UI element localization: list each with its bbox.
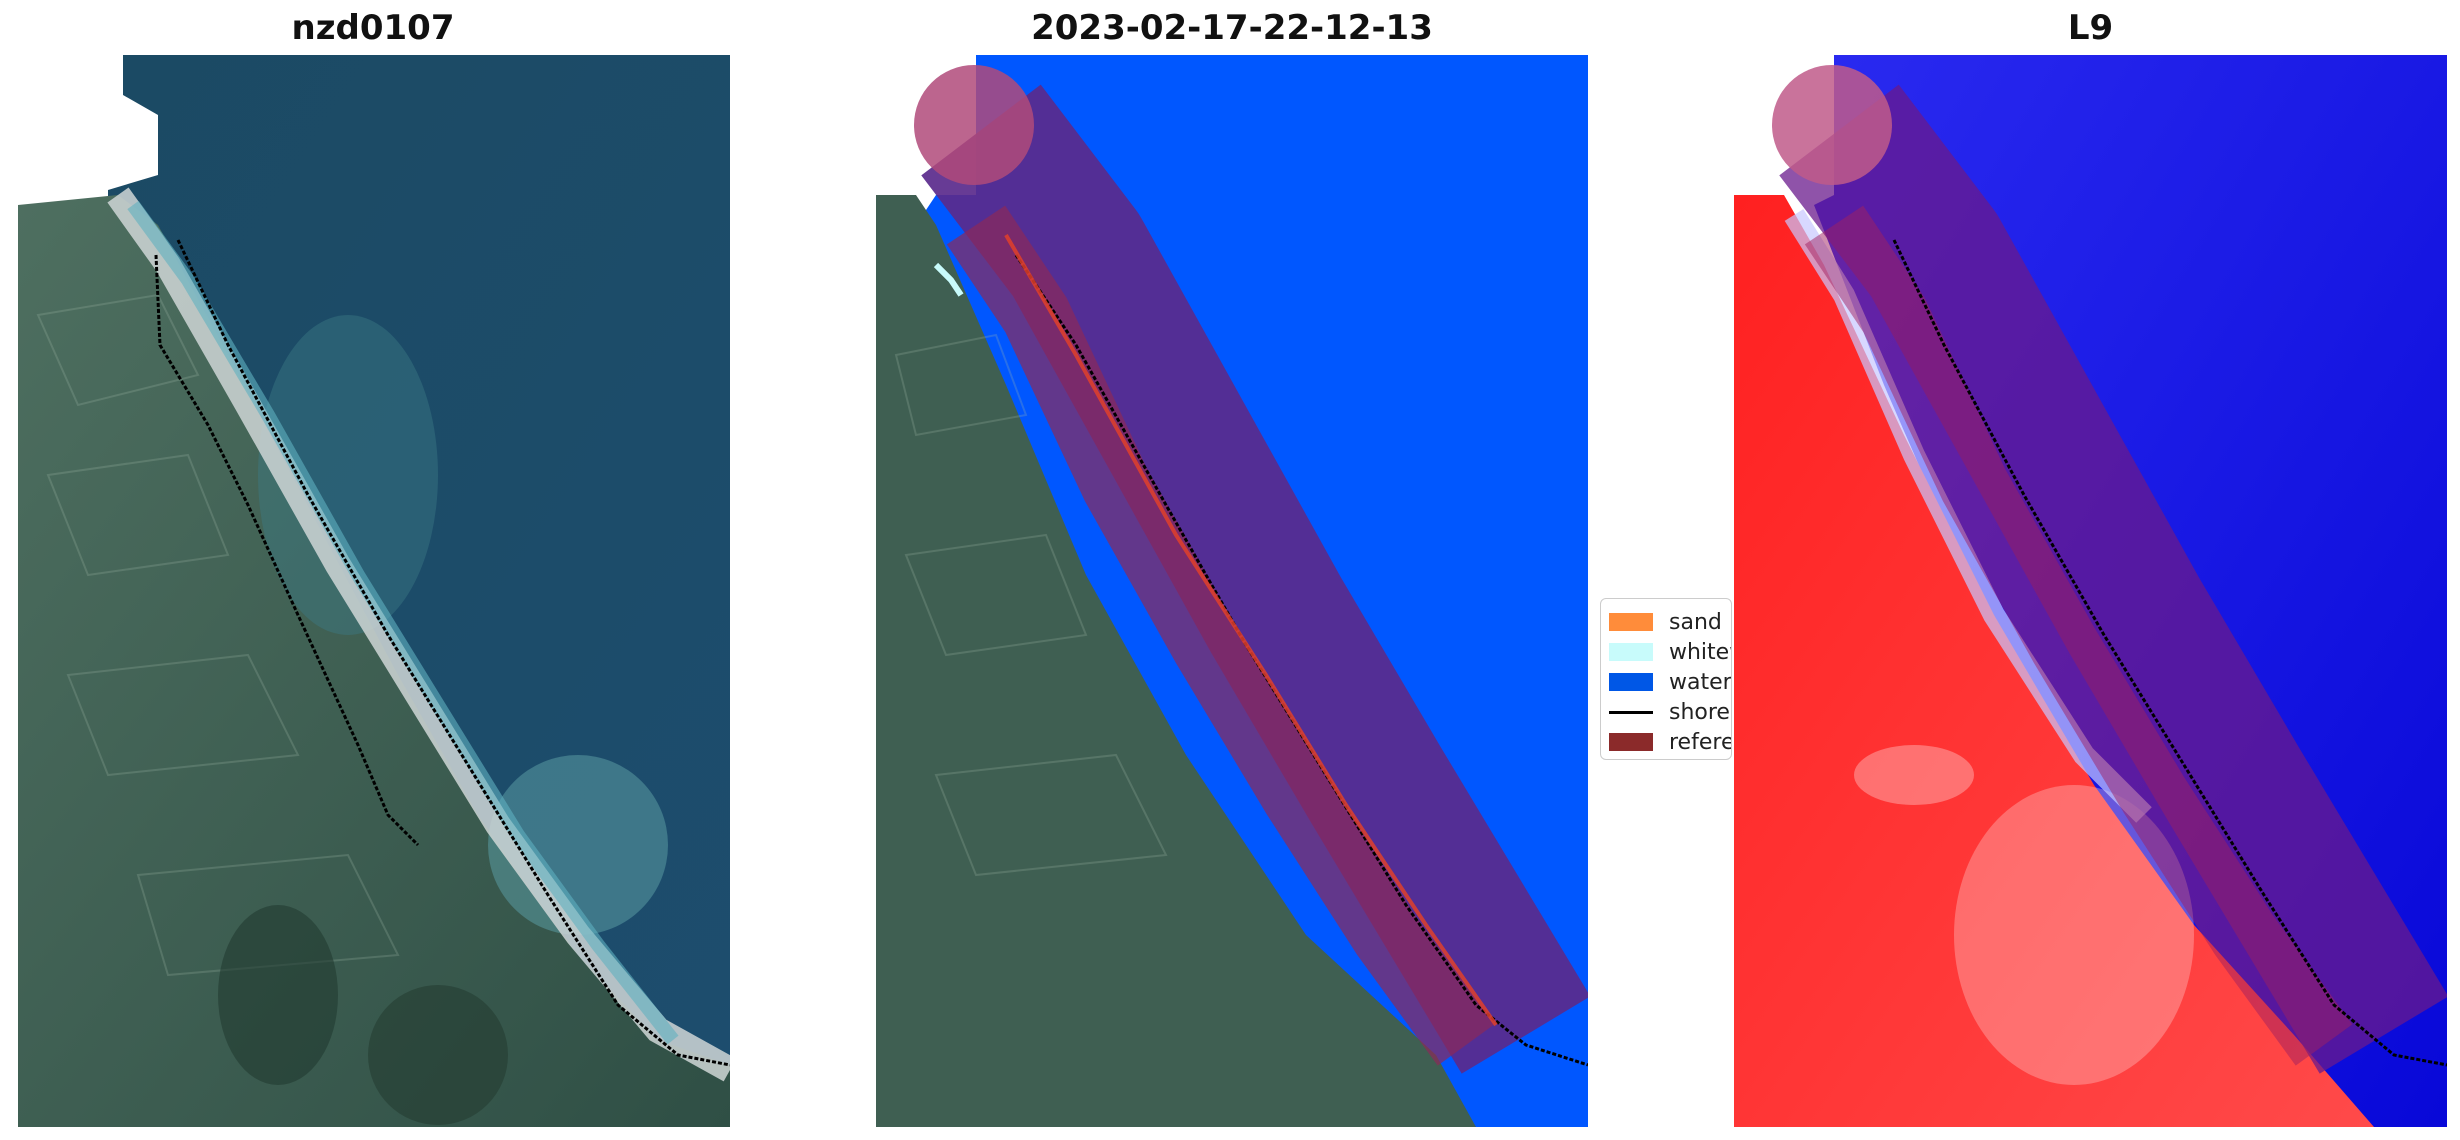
buffer-zone <box>1779 84 2447 1074</box>
legend-item-water: water <box>1609 667 1732 697</box>
buffer-zone <box>921 84 1588 1074</box>
panel-title-rgb: nzd0107 <box>291 8 455 48</box>
index-panel <box>1734 55 2447 1127</box>
panel-title-classification: 2023-02-17-22-12-13 <box>1031 8 1433 48</box>
legend-swatch-water <box>1609 673 1653 691</box>
legend-label-shoreline: shoreline <box>1669 699 1731 725</box>
legend-swatch-sand <box>1609 613 1653 631</box>
reference-mask <box>946 205 1495 1066</box>
legend-label-reference: reference <box>1669 729 1731 755</box>
legend-swatch-whitewater <box>1609 643 1653 661</box>
shoreline-line <box>1892 239 2447 1067</box>
legend-item-shoreline: shoreline <box>1609 697 1731 727</box>
legend-swatch-reference <box>1609 733 1653 751</box>
legend-swatch-shoreline <box>1609 710 1653 714</box>
shoreline-line <box>176 239 730 1067</box>
legend-item-reference: reference <box>1609 727 1731 757</box>
classification-panel <box>876 55 1588 1127</box>
land-area <box>18 195 730 1127</box>
rgb-image-panel <box>18 55 730 1127</box>
shoreline-line <box>1014 254 1588 1067</box>
legend-label-sand: sand <box>1669 609 1722 635</box>
nodata-corner <box>18 55 158 205</box>
legend-label-water: water <box>1669 669 1732 695</box>
land-area <box>876 195 1476 1127</box>
panel-title-index: L9 <box>2067 8 2114 48</box>
legend-item-sand: sand <box>1609 607 1722 637</box>
